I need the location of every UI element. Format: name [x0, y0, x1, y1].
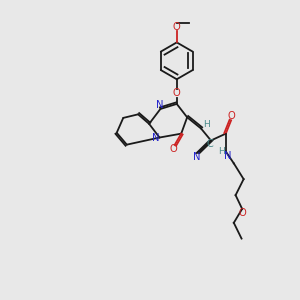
- Text: O: O: [169, 144, 177, 154]
- Text: N: N: [224, 151, 231, 160]
- Text: N: N: [152, 133, 159, 143]
- Text: H: H: [203, 120, 209, 129]
- Text: O: O: [238, 208, 246, 218]
- Text: O: O: [173, 88, 181, 98]
- Text: O: O: [173, 22, 181, 32]
- Text: N: N: [193, 152, 201, 162]
- Text: H: H: [218, 147, 225, 156]
- Text: C: C: [207, 140, 214, 149]
- Text: N: N: [156, 100, 164, 110]
- Text: O: O: [227, 111, 235, 121]
